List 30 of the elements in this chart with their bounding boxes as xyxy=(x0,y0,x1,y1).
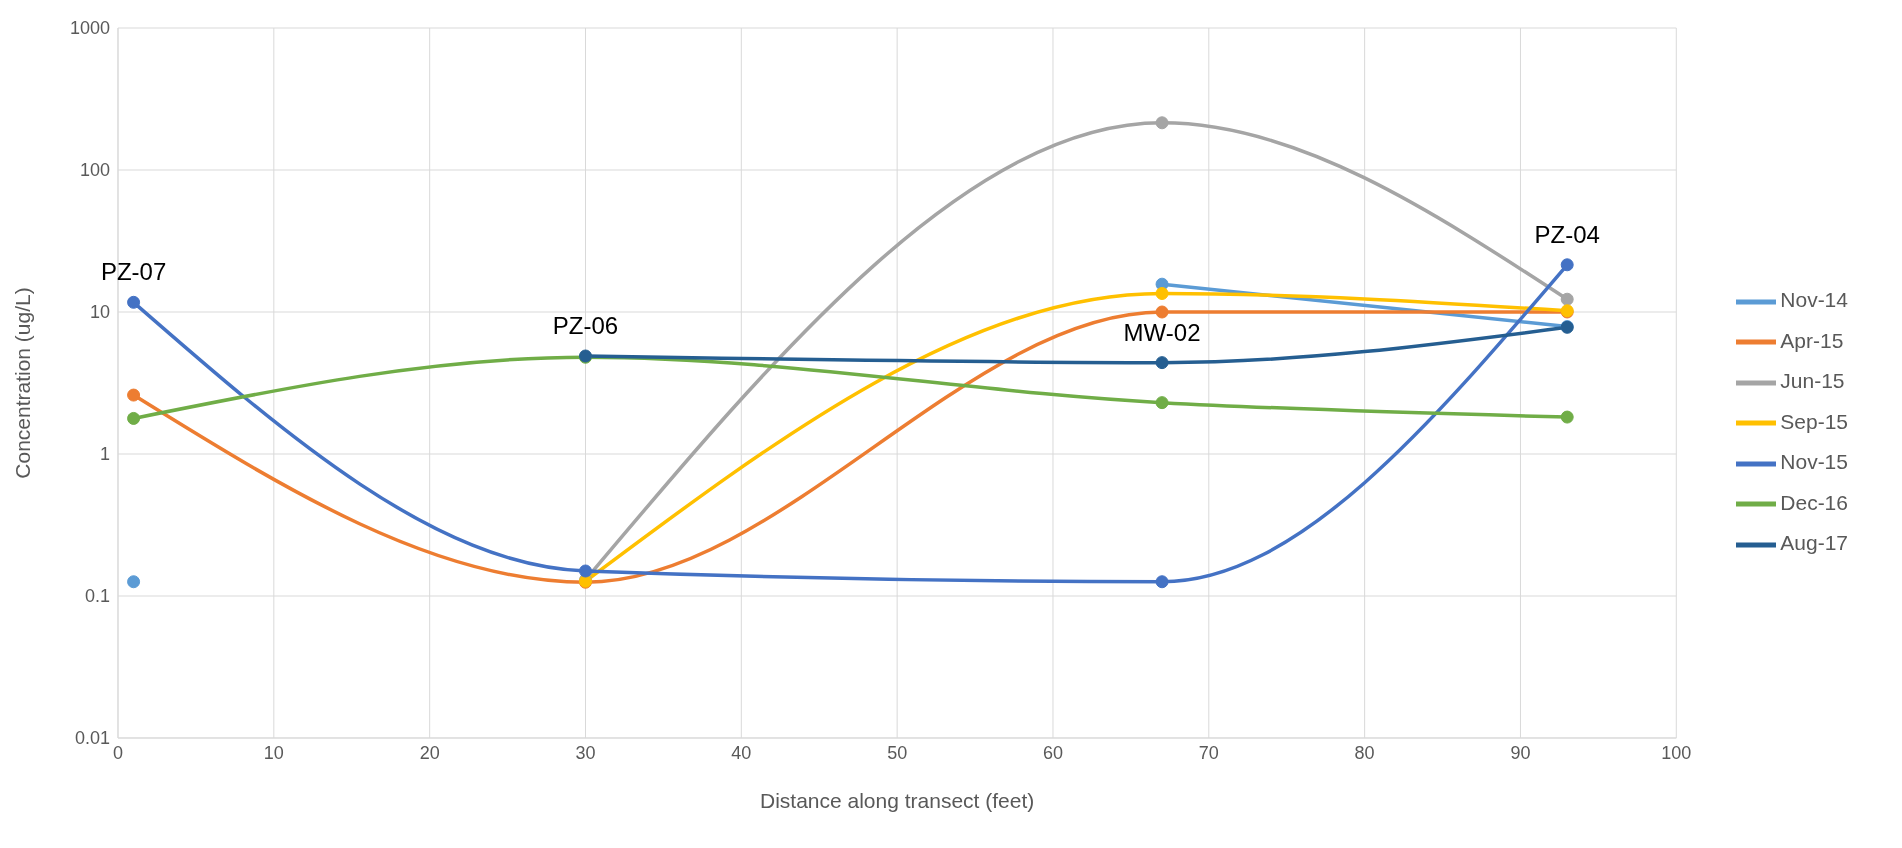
annotation: PZ-06 xyxy=(552,311,619,339)
annotation: MW-02 xyxy=(1123,318,1201,346)
x-tick-label: 20 xyxy=(419,742,440,763)
legend-label: Sep-15 xyxy=(1780,409,1848,433)
legend-label: Nov-15 xyxy=(1780,450,1848,474)
y-tick-label: 1 xyxy=(99,444,110,465)
legend-label: Apr-15 xyxy=(1780,328,1844,352)
x-axis-title: Distance along transect (feet) xyxy=(759,789,1035,812)
x-tick-label: 30 xyxy=(575,742,596,763)
legend-label: Dec-16 xyxy=(1780,490,1848,514)
x-tick-label: 10 xyxy=(263,742,284,763)
annotation: PZ-04 xyxy=(1534,220,1600,248)
x-tick-label: 70 xyxy=(1198,742,1219,763)
legend-label: Nov-14 xyxy=(1780,288,1848,312)
y-axis-title: Concentration (ug/L) xyxy=(11,287,35,479)
x-tick-label: 80 xyxy=(1354,742,1375,763)
legend-label: Aug-17 xyxy=(1780,531,1848,555)
y-tick-label: 100 xyxy=(79,160,110,181)
y-tick-label: 1000 xyxy=(69,18,110,39)
y-tick-label: 10 xyxy=(89,302,110,323)
x-tick-label: 100 xyxy=(1661,742,1692,763)
x-tick-label: 90 xyxy=(1510,742,1531,763)
x-tick-label: 60 xyxy=(1042,742,1063,763)
x-tick-label: 40 xyxy=(731,742,752,763)
x-tick-label: 50 xyxy=(887,742,908,763)
x-tick-label: 0 xyxy=(112,742,124,763)
legend-label: Jun-15 xyxy=(1780,369,1845,393)
y-tick-label: 0.01 xyxy=(74,728,110,749)
annotation: PZ-07 xyxy=(100,258,167,286)
y-tick-label: 0.1 xyxy=(84,586,110,607)
